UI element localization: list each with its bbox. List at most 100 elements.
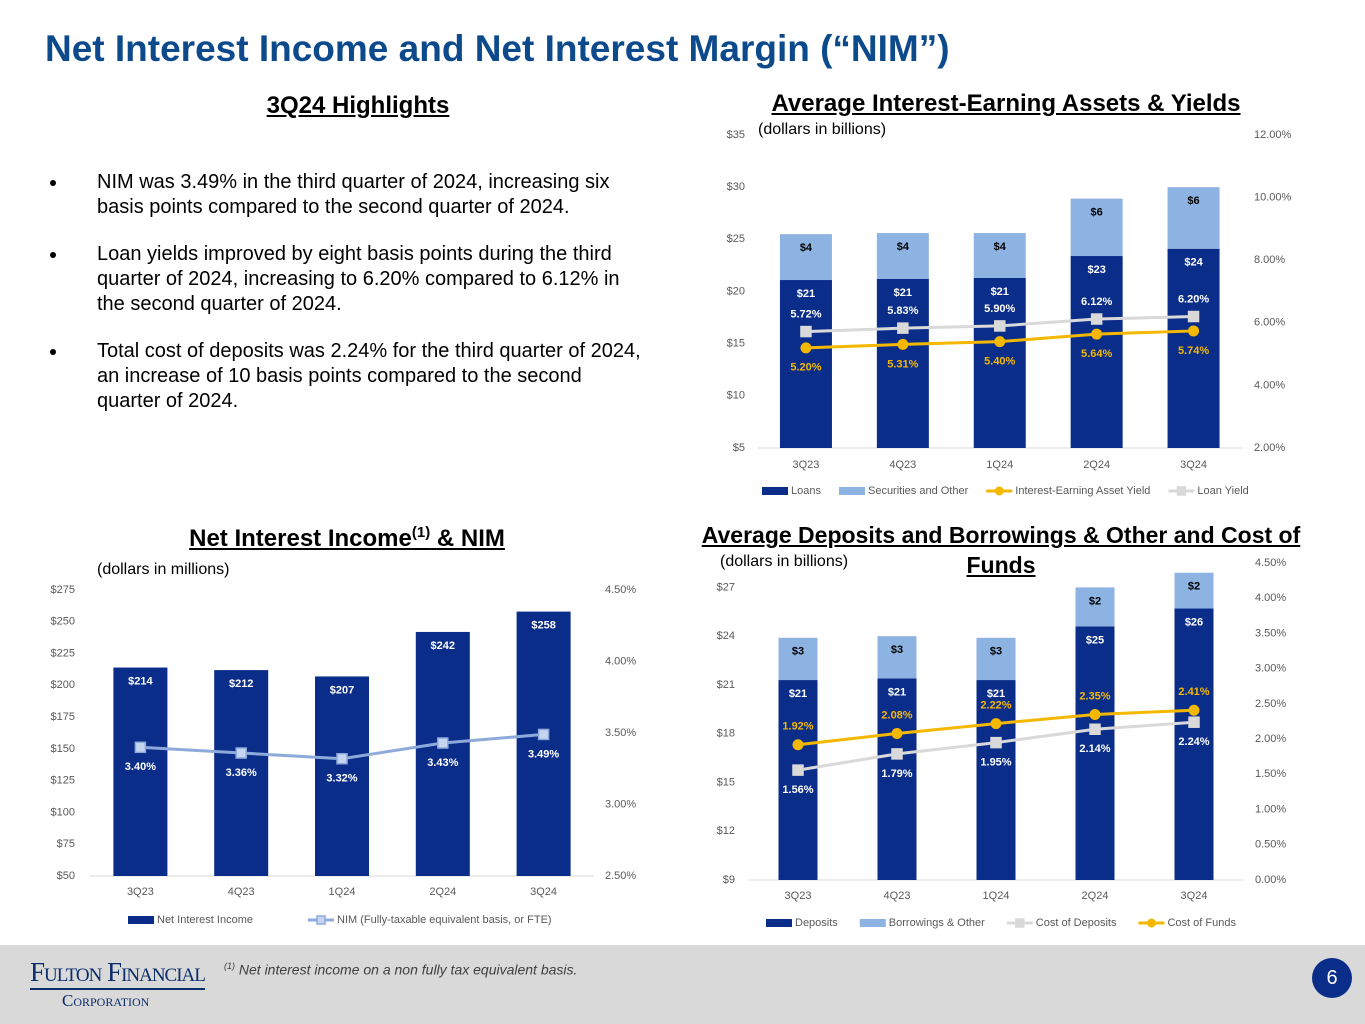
logo-sub: Corporation (62, 991, 150, 1010)
x-tick-label: 1Q24 (329, 886, 356, 898)
data-label: $3 (990, 646, 1002, 658)
line-marker (990, 718, 1002, 730)
data-label: $21 (888, 686, 906, 698)
y-tick-label: $200 (51, 679, 75, 691)
bar (973, 277, 1026, 448)
bar (778, 680, 818, 880)
bar (876, 233, 929, 279)
data-label: 1.56% (782, 784, 813, 796)
y-tick-label: $25 (727, 233, 745, 245)
bullet-dot (50, 252, 56, 258)
data-label: 6.12% (1081, 296, 1112, 308)
chart-subtitle: (dollars in billions) (758, 121, 887, 138)
legend-label: Loans (791, 485, 821, 497)
title-note: (1) (411, 524, 431, 541)
data-label: 3.43% (427, 757, 458, 769)
data-label: $214 (128, 675, 153, 687)
bullet-text: NIM was 3.49% in the third quarter of 20… (97, 171, 610, 218)
data-label: $2 (1188, 581, 1200, 593)
bullet-dot (50, 180, 56, 186)
x-tick-label: 4Q23 (228, 886, 255, 898)
legend-label: Loan Yield (1197, 485, 1248, 497)
y2-tick-label: 8.00% (1254, 254, 1285, 266)
data-label: $24 (1184, 257, 1203, 269)
y-tick-label: $150 (51, 743, 75, 755)
title-text: & NIM (436, 525, 505, 552)
bar (976, 680, 1016, 880)
y2-tick-label: 3.50% (1255, 627, 1286, 639)
line-marker (1188, 325, 1200, 337)
data-label: 2.24% (1178, 736, 1209, 748)
y2-tick-label: 1.00% (1255, 803, 1286, 815)
x-tick-label: 3Q23 (785, 890, 812, 902)
footnote-mark: (1) (224, 961, 235, 971)
line-marker (1089, 723, 1101, 735)
x-tick-label: 1Q24 (986, 459, 1013, 471)
data-label: 5.90% (984, 303, 1015, 315)
legend-swatch (128, 916, 154, 924)
legend-label: NIM (Fully-taxable equivalent basis, or … (337, 914, 552, 926)
data-label: $26 (1185, 616, 1203, 628)
legend-label: Cost of Funds (1167, 917, 1236, 929)
data-label: 6.20% (1178, 293, 1209, 305)
y2-tick-label: 1.50% (1255, 768, 1286, 780)
y2-tick-label: 10.00% (1254, 192, 1292, 204)
data-label: 3.40% (125, 761, 156, 773)
slide-title: Net Interest Income and Net Interest Mar… (45, 28, 950, 69)
line-marker (1188, 716, 1200, 728)
bar (876, 278, 929, 448)
line-marker (1146, 918, 1156, 928)
data-label: $6 (1091, 207, 1103, 219)
data-label: 5.20% (790, 362, 821, 374)
line-marker (792, 739, 804, 751)
x-tick-label: 2Q24 (429, 886, 456, 898)
legend-label: Cost of Deposits (1036, 917, 1117, 929)
line-marker (1091, 328, 1103, 340)
y-tick-label: $275 (51, 584, 75, 596)
x-tick-label: 3Q24 (530, 886, 557, 898)
charts: $5 $10 $15 $20 $25 $30 $35 2.00% 4.00% 6.00% 8.00%… (51, 129, 1292, 929)
line-marker (891, 727, 903, 739)
y-tick-label: $75 (57, 838, 75, 850)
line-marker (792, 764, 804, 776)
bar (778, 637, 818, 681)
bar (779, 234, 832, 281)
data-label: $3 (891, 644, 903, 656)
y2-tick-label: 4.00% (605, 655, 636, 667)
x-tick-label: 3Q23 (792, 459, 819, 471)
data-label: $21 (894, 287, 912, 299)
chart-title: Net Interest Income(1) & NIM (47, 524, 647, 553)
y-tick-label: $9 (723, 874, 735, 886)
x-tick-label: 4Q23 (889, 459, 916, 471)
y-tick-label: $225 (51, 647, 75, 659)
x-tick-label: 3Q23 (127, 886, 154, 898)
line-marker (1176, 486, 1187, 496)
bullet: Total cost of deposits was 2.24% for the… (47, 339, 647, 414)
y2-tick-label: 3.00% (605, 798, 636, 810)
legend-swatch (762, 487, 788, 495)
line-marker (800, 325, 812, 338)
data-label: $21 (797, 288, 815, 300)
data-label: 5.64% (1081, 348, 1112, 360)
y2-tick-label: 4.50% (1255, 557, 1286, 569)
y-tick-label: $12 (717, 825, 735, 837)
line-marker (994, 320, 1006, 332)
line-marker (800, 342, 812, 354)
y2-tick-label: 4.00% (1255, 592, 1286, 604)
y-tick-label: $250 (51, 616, 75, 628)
bar (1174, 608, 1214, 880)
bar (315, 676, 369, 876)
y-tick-label: $20 (727, 285, 745, 297)
title-text: Net Interest Income (189, 525, 412, 552)
data-label: 5.40% (984, 355, 1015, 367)
legend-swatch (859, 919, 886, 927)
bar (1167, 248, 1220, 448)
y2-tick-label: 2.50% (605, 870, 636, 882)
y2-tick-label: 0.50% (1255, 839, 1286, 851)
data-label: 2.08% (881, 709, 912, 721)
y-tick-label: $18 (717, 728, 735, 740)
x-tick-label: 4Q23 (884, 890, 911, 902)
bar (1174, 572, 1214, 609)
logo-name: Fulton Financial (30, 957, 206, 990)
line-marker (1015, 918, 1025, 928)
